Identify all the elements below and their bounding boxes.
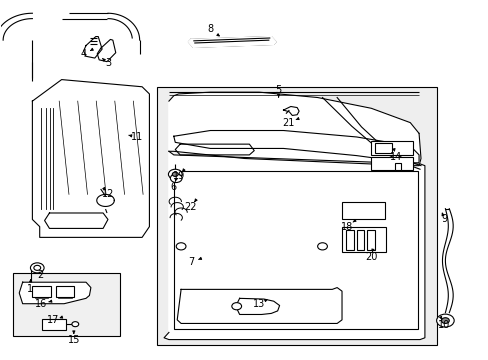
Circle shape	[231, 303, 241, 310]
Text: 21: 21	[282, 118, 294, 128]
Text: 16: 16	[35, 299, 47, 309]
Circle shape	[176, 243, 185, 250]
Circle shape	[317, 243, 327, 250]
Text: 22: 22	[184, 202, 197, 212]
Circle shape	[168, 169, 182, 179]
Text: 20: 20	[365, 252, 377, 262]
Circle shape	[30, 263, 44, 273]
Circle shape	[172, 172, 178, 176]
FancyBboxPatch shape	[370, 140, 412, 155]
FancyBboxPatch shape	[394, 163, 400, 170]
Text: 19: 19	[172, 171, 184, 181]
FancyBboxPatch shape	[32, 286, 51, 297]
Polygon shape	[19, 282, 91, 304]
Text: 5: 5	[275, 85, 281, 95]
Polygon shape	[173, 131, 418, 163]
Polygon shape	[168, 92, 420, 166]
FancyBboxPatch shape	[341, 202, 384, 220]
Text: 4: 4	[81, 49, 86, 59]
Text: 13: 13	[252, 299, 264, 309]
FancyBboxPatch shape	[56, 286, 74, 297]
Text: 3: 3	[105, 58, 111, 68]
Polygon shape	[188, 37, 276, 47]
Text: 11: 11	[131, 132, 143, 142]
FancyBboxPatch shape	[374, 143, 391, 153]
Text: 10: 10	[437, 320, 449, 330]
FancyBboxPatch shape	[42, 319, 65, 329]
FancyBboxPatch shape	[13, 273, 120, 336]
Circle shape	[170, 174, 182, 183]
Text: 2: 2	[38, 270, 44, 280]
FancyBboxPatch shape	[370, 157, 412, 170]
Text: 18: 18	[340, 222, 352, 231]
FancyBboxPatch shape	[173, 171, 417, 329]
Polygon shape	[177, 288, 341, 323]
Text: 7: 7	[187, 257, 194, 267]
Circle shape	[72, 321, 79, 327]
Text: 12: 12	[102, 189, 114, 199]
Polygon shape	[235, 298, 279, 315]
Text: 8: 8	[207, 24, 213, 35]
FancyBboxPatch shape	[341, 227, 385, 252]
Circle shape	[436, 314, 453, 327]
Circle shape	[441, 318, 448, 323]
Text: 1: 1	[27, 284, 33, 294]
Text: 9: 9	[441, 215, 447, 224]
Text: 15: 15	[67, 334, 80, 345]
FancyBboxPatch shape	[366, 230, 374, 249]
Text: 14: 14	[389, 152, 401, 162]
Polygon shape	[163, 151, 424, 339]
Text: 6: 6	[170, 182, 177, 192]
FancyBboxPatch shape	[157, 87, 436, 345]
FancyBboxPatch shape	[345, 230, 353, 249]
FancyBboxPatch shape	[356, 230, 364, 249]
Text: 17: 17	[47, 315, 60, 325]
